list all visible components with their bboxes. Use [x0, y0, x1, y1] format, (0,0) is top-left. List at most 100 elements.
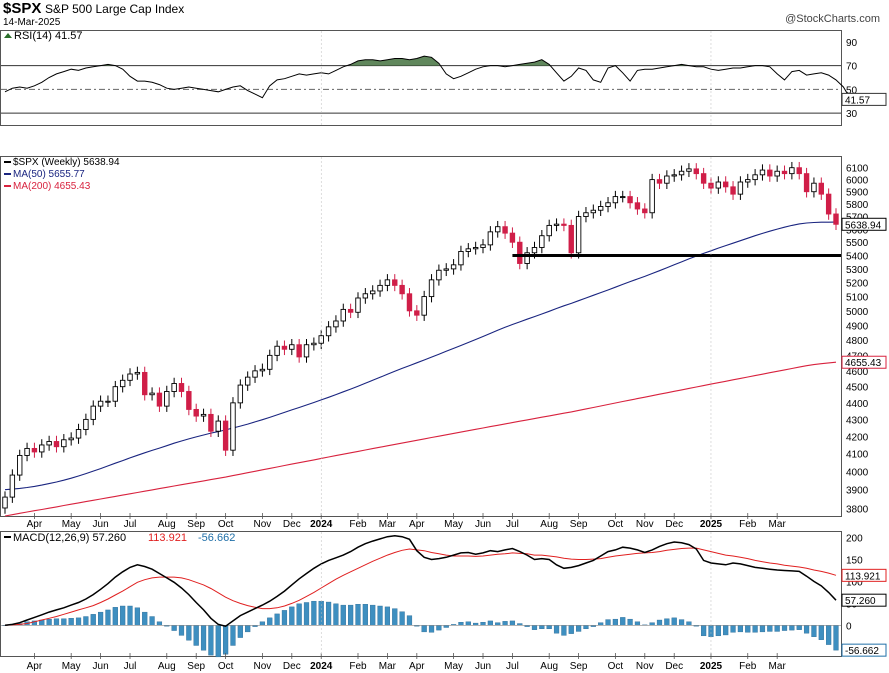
candle-body	[597, 206, 604, 211]
candle-body	[377, 284, 383, 292]
candle-body	[392, 279, 398, 286]
macd-histogram-bar	[149, 616, 155, 626]
candle-body	[296, 344, 302, 358]
macd-histogram-bar	[267, 617, 273, 626]
candle-body	[458, 251, 464, 266]
macd-x-axis-label: Jul	[124, 661, 137, 672]
macd-histogram-bar	[186, 625, 192, 641]
price-last-label: 5638.94	[845, 220, 882, 231]
macd-histogram-bar	[730, 625, 736, 633]
macd-histogram-value-label: -56.662	[845, 646, 879, 657]
price-tick-label: 4000	[846, 467, 869, 478]
candle-body	[678, 170, 685, 176]
macd-x-axis-label: Apr	[27, 661, 43, 672]
candle-body	[230, 402, 236, 451]
candle-body	[97, 400, 104, 407]
macd-histogram-bar	[495, 622, 501, 626]
macd-histogram-bar	[303, 602, 310, 626]
macd-histogram-bar	[605, 619, 611, 626]
macd-x-axis-label: Mar	[379, 661, 397, 672]
macd-histogram-bar	[561, 625, 567, 636]
macd-histogram-bar	[362, 604, 368, 626]
macd-histogram-bar	[215, 625, 221, 658]
ma200-line	[4, 361, 837, 517]
candle-body	[31, 447, 38, 453]
macd-histogram-bar	[68, 618, 74, 626]
price-tick-label: 3800	[846, 504, 869, 515]
macd-histogram-bar	[274, 613, 280, 626]
candle-body	[642, 208, 648, 214]
macd-legend-item: 113.921	[148, 532, 187, 544]
candle-body	[340, 308, 346, 322]
candle-body	[627, 196, 633, 204]
macd-histogram-bar	[759, 625, 766, 633]
macd-histogram-bar	[142, 611, 148, 626]
candle-body	[502, 226, 508, 234]
price-x-axis-label: Oct	[218, 519, 234, 530]
price-tick-label: 6100	[846, 164, 869, 175]
macd-histogram-bar	[546, 625, 552, 630]
chart-date: 14-Mar-2025	[3, 17, 61, 28]
candle-body	[561, 223, 567, 226]
macd-tick-label: 200	[846, 534, 863, 545]
candle-body	[112, 386, 119, 402]
macd-histogram-bar	[296, 603, 302, 626]
price-x-axis-label: Oct	[608, 519, 624, 530]
price-tick-label: 6000	[846, 176, 869, 187]
candle-body	[722, 181, 729, 188]
candle-body	[767, 169, 773, 177]
macd-line	[4, 535, 837, 628]
candle-body	[737, 181, 744, 195]
price-x-axis-label: Feb	[349, 519, 367, 530]
macd-x-axis-label: Sep	[570, 661, 588, 672]
price-tick-label: 5400	[846, 251, 869, 262]
macd-histogram-bar	[612, 618, 618, 626]
candle-body	[61, 439, 67, 448]
macd-x-axis-label: May	[62, 661, 81, 672]
price-x-axis-label: Mar	[379, 519, 397, 530]
candle-body	[634, 202, 641, 210]
macd-histogram-bar	[355, 604, 361, 626]
candle-body	[686, 168, 692, 172]
rsi-last-value-label-box	[841, 92, 887, 106]
macd-histogram-bar	[120, 605, 126, 626]
macd-x-axis-label: Apr	[409, 661, 425, 672]
candle-body	[289, 344, 295, 350]
candle-body	[620, 196, 626, 199]
macd-x-axis-label: Aug	[158, 661, 176, 672]
macd-histogram-bar	[223, 625, 229, 655]
candle-body	[333, 320, 339, 328]
candle-body	[9, 474, 16, 498]
macd-histogram-bar	[384, 606, 391, 626]
candle-body	[605, 202, 611, 207]
price-x-axis-label: Jun	[475, 519, 491, 530]
macd-histogram-bar	[399, 611, 405, 626]
candle-body	[149, 392, 155, 396]
macd-histogram-bar	[458, 622, 464, 626]
macd-histogram-bar	[473, 622, 479, 626]
macd-histogram-bar	[583, 625, 589, 630]
macd-histogram-bar	[348, 604, 354, 626]
candle-body	[796, 167, 802, 175]
candle-body	[818, 182, 824, 195]
macd-histogram-bar	[576, 625, 582, 632]
candle-body	[414, 310, 420, 316]
macd-histogram-bar	[392, 608, 398, 626]
ma200-last-label: 4655.43	[845, 358, 882, 369]
candle-body	[318, 335, 324, 344]
price-x-axis-label: May	[444, 519, 463, 530]
macd-histogram-bar	[598, 622, 604, 626]
macd-histogram-bar	[531, 625, 538, 630]
macd-histogram-bar	[620, 617, 626, 626]
macd-tick-label: 100	[846, 577, 863, 588]
rsi-line	[4, 55, 852, 100]
macd-x-axis-label: Feb	[739, 661, 757, 672]
candle-body	[252, 370, 258, 378]
macd-histogram-bar	[53, 618, 60, 626]
candle-body	[90, 405, 96, 420]
macd-histogram-bar	[796, 625, 802, 630]
macd-histogram-bar	[436, 625, 442, 631]
macd-histogram-bar	[134, 607, 140, 626]
price-x-axis-label: Mar	[769, 519, 787, 530]
candle-body	[142, 371, 148, 396]
